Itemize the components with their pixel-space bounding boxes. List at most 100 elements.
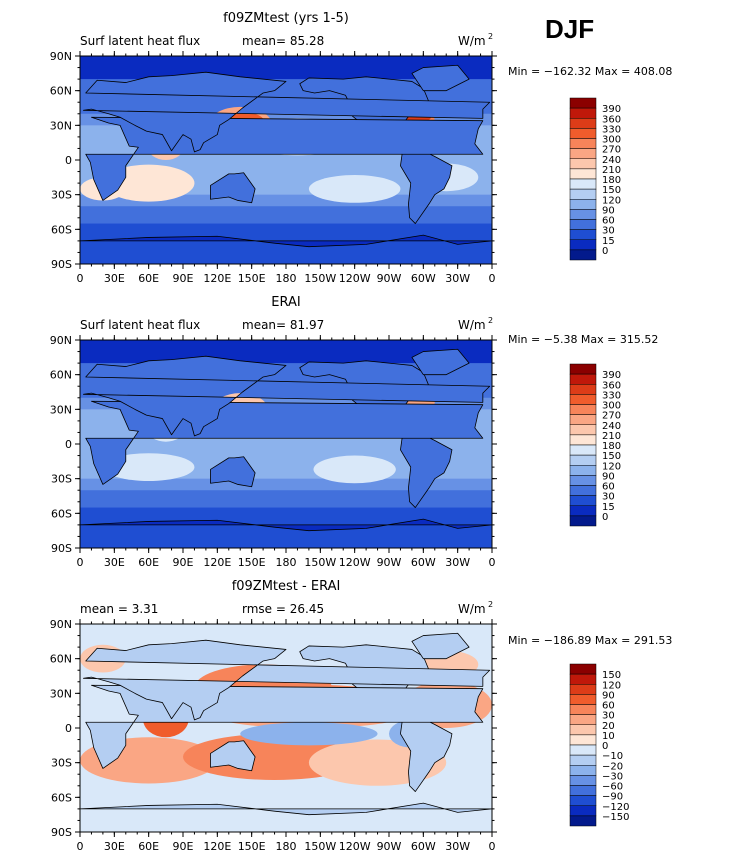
colorbar-box (569, 775, 597, 786)
colorbar-box (569, 465, 597, 476)
colorbar-box (569, 199, 597, 210)
x-tick-label: 120E (203, 272, 231, 285)
colorbar-label: 90 (602, 471, 615, 482)
colorbar-box (569, 663, 597, 675)
colorbar-box (569, 805, 597, 817)
y-tick-label: 60N (50, 85, 72, 98)
x-tick-label: 90W (377, 556, 402, 569)
colorbar-box (569, 673, 597, 685)
colorbar-label: 300 (602, 135, 621, 146)
eurasia-outline (83, 355, 491, 437)
season-label: DJF (545, 14, 595, 44)
x-tick-label: 180 (276, 272, 297, 285)
x-tick-label: 30E (104, 840, 125, 853)
y-tick-label: 60S (51, 791, 72, 804)
colorbar-label: 390 (602, 370, 621, 381)
colorbar-box (569, 495, 597, 506)
y-tick-label: 90S (51, 826, 72, 839)
units-superscript: 2 (488, 600, 493, 609)
colorbar-box (569, 118, 597, 129)
x-tick-label: 150W (304, 272, 336, 285)
panel-center-label: mean= 85.28 (242, 34, 324, 48)
map-field (80, 624, 492, 832)
colorbar-box (569, 704, 597, 715)
colorbar-label: 15 (602, 236, 615, 247)
y-tick-label: 0 (65, 722, 72, 735)
colorbar-box (569, 168, 597, 180)
y-tick-label: 30S (51, 189, 72, 202)
x-tick-label: 0 (77, 272, 84, 285)
x-tick-label: 0 (489, 840, 496, 853)
colorbar-label: 60 (602, 216, 615, 227)
colorbar-box (569, 373, 597, 385)
colorbar-box (569, 734, 597, 746)
colorbar-box (569, 158, 597, 170)
colorbar-label: −20 (602, 761, 623, 772)
colorbar-label: 180 (602, 175, 621, 186)
x-tick-label: 0 (77, 556, 84, 569)
x-tick-label: 0 (77, 840, 84, 853)
panel-left-label: Surf latent heat flux (80, 34, 200, 48)
colorbar-label: −150 (602, 812, 629, 823)
colorbar-box (569, 765, 597, 776)
x-tick-label: 90W (377, 840, 402, 853)
y-tick-label: 60S (51, 507, 72, 520)
colorbar-label: 150 (602, 670, 621, 681)
colorbar-box (569, 404, 597, 415)
colorbar-label: 270 (602, 411, 621, 422)
colorbar-label: 30 (602, 492, 615, 503)
colorbar-label: 360 (602, 380, 621, 391)
colorbar-label: 60 (602, 701, 615, 712)
units-label: W/m (458, 318, 486, 332)
y-tick-label: 90N (50, 618, 72, 631)
colorbar-box (569, 454, 597, 466)
colorbar-box (569, 444, 597, 456)
map-field (80, 340, 492, 548)
y-tick-label: 30N (50, 119, 72, 132)
greenland-outline (411, 348, 470, 376)
x-tick-label: 60E (138, 556, 159, 569)
y-tick-label: 90N (50, 334, 72, 347)
colorbar-label: −30 (602, 771, 623, 782)
y-tick-label: 90N (50, 50, 72, 63)
x-tick-label: 150E (238, 556, 266, 569)
colorbar-box (569, 744, 597, 756)
colorbar-label: 15 (602, 502, 615, 513)
x-tick-label: 30E (104, 556, 125, 569)
flux-blob (313, 455, 396, 484)
x-tick-label: 30W (445, 556, 470, 569)
x-tick-label: 90E (173, 272, 194, 285)
colorbar-box (569, 128, 597, 139)
x-tick-label: 120E (203, 556, 231, 569)
y-tick-label: 0 (65, 154, 72, 167)
x-tick-label: 60W (411, 556, 436, 569)
colorbar-box (569, 363, 597, 375)
min-max-label: Min = −186.89 Max = 291.53 (508, 634, 672, 647)
colorbar-label: 330 (602, 390, 621, 401)
greenland-outline (411, 632, 470, 660)
colorbar-label: 10 (602, 731, 615, 742)
arctic-band (80, 56, 492, 80)
greenland-outline (411, 64, 470, 92)
model-panel: f09ZMtest (yrs 1-5) Surf latent heat flux… (50, 11, 673, 285)
x-tick-label: 150W (304, 556, 336, 569)
units-superscript: 2 (488, 316, 493, 325)
colorbar-box (569, 107, 597, 119)
x-tick-label: 30W (445, 840, 470, 853)
colorbar-box (569, 138, 597, 149)
colorbar-box (569, 394, 597, 405)
colorbar-box (569, 475, 597, 486)
colorbar-label: 90 (602, 205, 615, 216)
panel-title: ERAI (271, 295, 300, 310)
x-tick-label: 120W (339, 556, 371, 569)
colorbar-box (569, 515, 597, 527)
colorbar-box (569, 434, 597, 446)
y-tick-label: 60N (50, 653, 72, 666)
colorbar-label: 330 (602, 124, 621, 135)
colorbar-label: −10 (602, 751, 623, 762)
colorbar-box (569, 485, 597, 496)
y-tick-label: 60N (50, 369, 72, 382)
